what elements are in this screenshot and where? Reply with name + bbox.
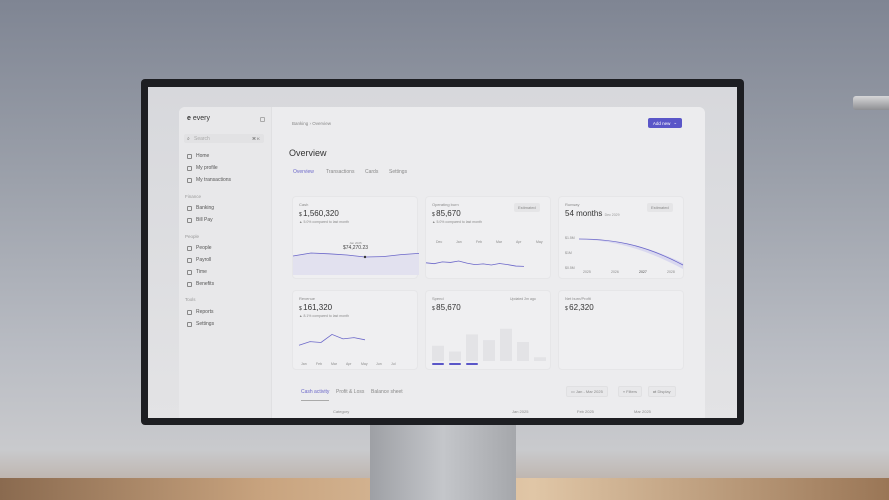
tab-cards[interactable]: Cards bbox=[365, 169, 379, 175]
spend-bar bbox=[517, 342, 529, 361]
revenue-month-label: Mar bbox=[331, 362, 338, 366]
date-range-button[interactable]: ▭ Jan - Mar 2025 bbox=[566, 386, 608, 397]
sidebar-item-payroll[interactable]: Payroll bbox=[187, 257, 211, 263]
burn-month-label: Jan bbox=[456, 240, 462, 244]
app-window: e every ⌕ Search ⌘ K Home My profile My tr… bbox=[179, 107, 705, 418]
revenue-month-label: Apr bbox=[346, 362, 352, 366]
add-new-button[interactable]: Add new ⌄ bbox=[648, 118, 682, 128]
display-icon: ⇄ bbox=[653, 389, 658, 394]
spend-indicator bbox=[432, 363, 444, 365]
tab-profit-loss[interactable]: Profit & Loss bbox=[336, 389, 365, 395]
burn-month-label: May bbox=[536, 240, 543, 244]
cash-line bbox=[292, 252, 420, 258]
spend-bar bbox=[449, 351, 461, 361]
runway-line bbox=[578, 238, 684, 266]
column-mar: Mar 2025 bbox=[634, 409, 651, 414]
spend-bar bbox=[483, 340, 495, 361]
reports-icon bbox=[187, 309, 192, 315]
profile-icon bbox=[187, 165, 192, 171]
page-title: Overview bbox=[289, 148, 327, 158]
spend-chart bbox=[432, 328, 546, 365]
tab-transactions[interactable]: Transactions bbox=[326, 169, 355, 175]
spend-card: Spend $ 85,670 Updated 2m ago bbox=[425, 290, 551, 370]
display-button[interactable]: ⇄ Display bbox=[648, 386, 676, 397]
revenue-line bbox=[298, 333, 366, 346]
sidebar-item-banking[interactable]: Banking bbox=[187, 205, 214, 211]
spend-bar bbox=[500, 328, 512, 361]
chart-tooltip: Jan 2025 $74,270.23 bbox=[343, 241, 369, 251]
column-category: Category bbox=[333, 409, 350, 414]
sidebar-item-benefits[interactable]: Benefits bbox=[187, 281, 214, 287]
sidebar-item-my-transactions[interactable]: My transactions bbox=[187, 177, 231, 183]
tab-overview[interactable]: Overview bbox=[293, 169, 314, 175]
bill-icon bbox=[187, 217, 192, 223]
spend-bar bbox=[466, 334, 478, 361]
section-tools: Tools bbox=[185, 297, 196, 302]
monitor-stand bbox=[370, 424, 516, 500]
spend-bar bbox=[534, 357, 546, 361]
section-finance: Finance bbox=[185, 194, 202, 199]
revenue-month-label: Feb bbox=[316, 362, 323, 366]
spend-indicator bbox=[466, 363, 478, 365]
sidebar: e every ⌕ Search ⌘ K Home My profile My tr… bbox=[179, 107, 272, 418]
burn-month-label: Mar bbox=[496, 240, 503, 244]
sidebar-item-bill-pay[interactable]: Bill Pay bbox=[187, 217, 213, 223]
cash-chart bbox=[292, 252, 420, 275]
runway-band bbox=[579, 239, 683, 269]
runway-chart bbox=[578, 238, 684, 269]
transactions-icon bbox=[187, 177, 192, 183]
collapse-sidebar-icon[interactable] bbox=[260, 117, 265, 122]
revenue-chart bbox=[298, 333, 366, 346]
revenue-month-label: May bbox=[361, 362, 368, 366]
tab-settings[interactable]: Settings bbox=[389, 169, 408, 175]
tab-cash-activity[interactable]: Cash activity bbox=[301, 389, 330, 401]
net-burn-card: Net burn/Profit $ 62,320 bbox=[558, 290, 684, 370]
runway-card: Runway 54 months Dec 2029 Estimated $1.5… bbox=[558, 196, 684, 279]
cash-area bbox=[293, 253, 419, 275]
cash-point bbox=[363, 255, 367, 259]
burn-month-label: Dec bbox=[436, 240, 443, 244]
operating-burn-chart bbox=[425, 260, 525, 267]
operating-burn-card: Operating burn $ 85,670 Estimated ▲ 5.0%… bbox=[425, 196, 551, 279]
burn-month-label: Feb bbox=[476, 240, 483, 244]
logo: e every bbox=[187, 115, 210, 122]
people-icon bbox=[187, 245, 192, 251]
spend-indicator bbox=[449, 363, 461, 365]
spend-bar bbox=[432, 345, 444, 361]
revenue-month-label: Jul bbox=[391, 362, 396, 366]
tab-balance-sheet[interactable]: Balance sheet bbox=[371, 389, 403, 395]
sidebar-item-people[interactable]: People bbox=[187, 245, 212, 251]
calendar-icon: ▭ bbox=[571, 389, 576, 394]
sidebar-item-reports[interactable]: Reports bbox=[187, 309, 214, 315]
burn-month-label: Apr bbox=[516, 240, 522, 244]
breadcrumb-banking[interactable]: Banking bbox=[292, 121, 309, 126]
search-icon: ⌕ bbox=[187, 135, 190, 142]
filter-icon: ▿ bbox=[623, 389, 627, 394]
column-jan: Jan 2025 bbox=[512, 409, 529, 414]
home-icon bbox=[187, 153, 192, 159]
sidebar-item-time[interactable]: Time bbox=[187, 269, 207, 275]
breadcrumb: Banking › Overview bbox=[292, 121, 332, 126]
breadcrumb-overview: Overview bbox=[312, 121, 332, 126]
sidebar-item-my-profile[interactable]: My profile bbox=[187, 165, 218, 171]
section-people: People bbox=[185, 234, 200, 239]
chevron-down-icon: ⌄ bbox=[673, 120, 678, 125]
revenue-month-label: Jun bbox=[376, 362, 382, 366]
benefits-icon bbox=[187, 281, 192, 287]
sidebar-item-settings[interactable]: Settings bbox=[187, 321, 214, 327]
search-input[interactable]: ⌕ Search ⌘ K bbox=[184, 134, 264, 143]
cash-card: Cash $ 1,560,320 ▲ 5.0% compared to last… bbox=[292, 196, 420, 279]
sidebar-item-home[interactable]: Home bbox=[187, 153, 209, 159]
filters-button[interactable]: ▿ Filters bbox=[618, 386, 643, 397]
revenue-card: Revenue $ 161,320 ▲ 8.1% compared to las… bbox=[292, 290, 418, 370]
clock-icon bbox=[187, 269, 192, 275]
payroll-icon bbox=[187, 257, 192, 263]
bank-icon bbox=[187, 205, 192, 211]
gear-icon bbox=[187, 321, 192, 327]
burn-line bbox=[425, 260, 525, 267]
column-feb: Feb 2025 bbox=[577, 409, 594, 414]
background-object bbox=[853, 96, 889, 110]
revenue-month-label: Jan bbox=[301, 362, 307, 366]
